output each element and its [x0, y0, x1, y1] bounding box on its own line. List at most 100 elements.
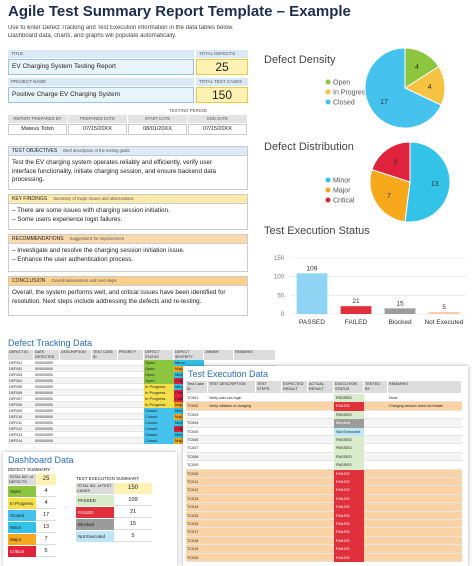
status-cell: Closed: [144, 414, 174, 420]
table-row: [186, 469, 462, 478]
total-value: 25: [36, 474, 56, 485]
table-row: [186, 427, 462, 436]
cell: TC009: [187, 463, 199, 468]
cell: 00/00/0000: [35, 415, 53, 419]
table-row: [8, 360, 276, 366]
table-row: [8, 402, 276, 408]
pie-slice: [404, 141, 451, 223]
table-row: [186, 545, 462, 554]
legend-swatch: [325, 89, 331, 95]
column-value: 08/01/20XX: [128, 124, 187, 135]
cell: 00/00/0000: [35, 379, 53, 383]
summary-label: In Progress: [8, 498, 36, 509]
summary-value: 4: [36, 498, 56, 509]
table-row: [186, 452, 462, 462]
bar: [428, 312, 460, 314]
section-text: resolution. Next steps include addressin…: [12, 297, 202, 305]
table-row: [186, 402, 462, 411]
table-row: [8, 378, 276, 384]
section-body: [8, 286, 248, 316]
column-header: Test Case ID: [186, 381, 208, 393]
summary-label: Blocked: [76, 519, 114, 530]
cell: 00/00/0000: [35, 373, 53, 377]
summary-value: 5: [36, 546, 56, 557]
legend-label: Minor: [333, 178, 351, 185]
table-row: [186, 511, 462, 520]
y-tick-label: 0: [281, 312, 285, 318]
section-text: interface functionality, initiate chargi…: [12, 167, 216, 175]
table-row: [8, 396, 276, 402]
field-number: 150: [196, 87, 248, 103]
cell: TC008: [187, 454, 199, 459]
column-header: END DATE: [188, 115, 247, 123]
cell: DEF011: [9, 421, 22, 425]
status-cell: In Progress: [144, 396, 174, 402]
label: TITLE: [8, 50, 194, 58]
total-value: 150: [114, 483, 152, 494]
table-row: [186, 478, 462, 487]
cell: 00/00/0000: [35, 391, 53, 395]
summary-value: 7: [36, 534, 56, 545]
cell: DEF013: [9, 433, 23, 437]
cell: 00/00/0000: [35, 439, 53, 443]
instructions: Use to enter Defect Tracking and Test Ex…: [8, 25, 234, 31]
bar: [384, 308, 416, 314]
table-row: [8, 432, 276, 438]
field-number: 25: [196, 59, 248, 75]
column-header: DEFECT SEVERITY: [174, 350, 204, 360]
summary-value: 109: [114, 495, 152, 506]
cell: DEF006: [9, 391, 23, 395]
cell: TC016: [187, 522, 199, 526]
y-tick-label: 100: [274, 275, 285, 281]
cell: DEF010: [9, 415, 23, 419]
x-tick-label: Not Executed: [424, 319, 463, 326]
table-row: [186, 528, 462, 537]
table-row: [186, 520, 462, 529]
table-row: [186, 536, 462, 546]
section-text: – There are some issues with charging se…: [12, 207, 170, 214]
cell: TC006: [187, 438, 199, 442]
column-value: 07/15/20XX: [68, 124, 127, 135]
page-title: Agile Test Summary Report Template – Exa…: [8, 3, 351, 20]
section-text: – Investigate and resolve the charging s…: [12, 247, 185, 254]
column-header: DEFECT STATUS: [144, 350, 174, 360]
section-header: RECOMMENDATIONS Suggestions for improveme…: [8, 234, 248, 244]
slice-label: 13: [431, 181, 439, 188]
chart-title: Defect Density: [264, 54, 336, 66]
section-text: processing.: [12, 176, 45, 183]
column-header: TEST STEPS: [256, 381, 282, 393]
cell: DEF012: [9, 427, 23, 431]
status-cell: Open: [144, 378, 174, 384]
section-text: Test the EV charging system operates rel…: [12, 159, 212, 166]
x-tick-label: PASSED: [299, 319, 325, 326]
legend-swatch: [325, 197, 331, 203]
section-hint: Summary of major issues and observations: [53, 196, 134, 201]
cell: 00/00/0000: [35, 403, 53, 407]
summary-value: 4: [36, 486, 56, 497]
cell: Charging session does not initiate: [389, 404, 443, 409]
status-cell: FAILED: [334, 503, 364, 512]
section-hint: Suggestions for improvement: [69, 236, 125, 241]
cell: 00/00/0000: [35, 409, 53, 413]
section-header: KEY FINDINGS Summary of major issues and …: [8, 194, 248, 204]
table-row: [8, 390, 276, 396]
cell: 00/00/0000: [35, 367, 53, 371]
status-cell: FAILED: [334, 536, 364, 546]
section-text: Overall, the system performs well, and c…: [12, 289, 226, 296]
summary-label: Closed: [8, 510, 36, 521]
cell: TC010: [187, 471, 199, 476]
cell: TC001: [187, 396, 199, 400]
cell: TC005: [187, 429, 199, 434]
summary-title: DEFECT SUMMARY: [8, 467, 51, 472]
pie-slice: [364, 47, 442, 129]
legend-label: Closed: [333, 100, 355, 107]
total-label: TOTAL NO. of DEFECTS: [8, 474, 36, 485]
status-cell: Closed: [144, 426, 174, 432]
section-label: CONCLUSION: [12, 278, 46, 284]
bar-label: 15: [396, 300, 404, 307]
x-tick-label: FAILED: [345, 319, 368, 326]
status-cell: In Progress: [144, 390, 174, 396]
y-tick-label: 150: [274, 256, 285, 262]
